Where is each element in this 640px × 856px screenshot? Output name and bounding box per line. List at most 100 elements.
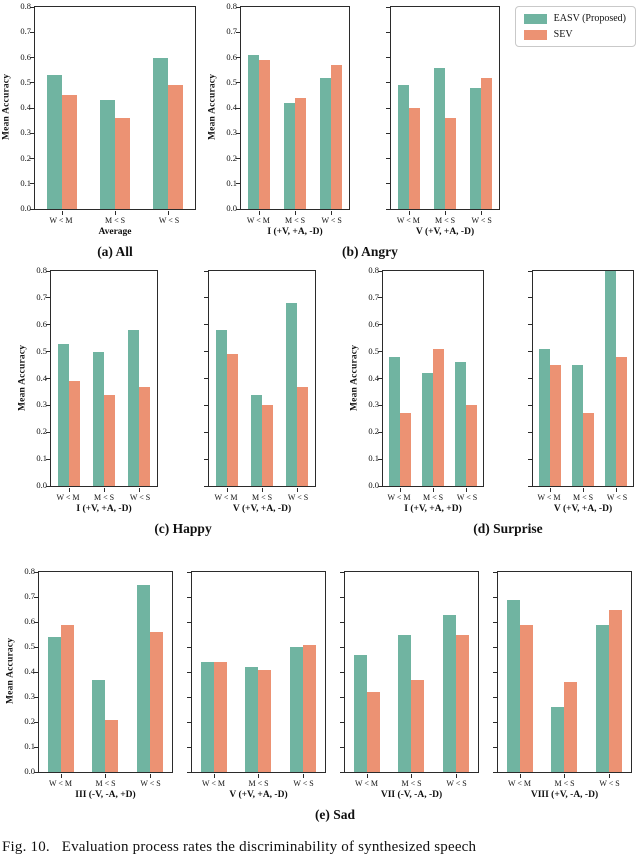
bar-easv [248, 54, 259, 209]
subplot: W < M M < S W < S VIII (+V, -A, -D) [493, 571, 632, 800]
bar-easv [136, 584, 150, 772]
y-tick-mark [46, 324, 50, 326]
x-tick-label: W < M [396, 216, 420, 225]
subplot: W < M M < S W < S V (+V, +A, -D) [386, 6, 500, 237]
y-tick-mark [378, 404, 382, 406]
x-tick-label: M < S [422, 493, 444, 502]
x-tick-label: W < M [507, 779, 532, 788]
figure-row-2: Mean Accuracy 0.0 0.1 0.2 0.3 0.4 0.5 0.6 0.7 0.8… [0, 265, 640, 537]
y-tick-label: 0.7 [226, 26, 237, 37]
y-tick-label: 0.4 [36, 372, 47, 383]
y-tick-labels: 0.0 0.1 0.2 0.3 0.4 0.5 0.6 0.7 0.8 [13, 1, 34, 213]
y-tick-mark [386, 31, 390, 33]
plot-area [30, 6, 196, 215]
y-tick-label: 0.8 [226, 1, 237, 11]
bar-sev [411, 679, 425, 772]
x-tick-label: W < S [446, 779, 467, 788]
y-tick-label: 0.2 [36, 426, 47, 437]
plot-area [340, 571, 479, 778]
y-tick-mark [187, 771, 191, 773]
y-tick-label: 0.1 [20, 177, 31, 188]
bar-easv [605, 271, 617, 486]
y-axis-label: Mean Accuracy [207, 73, 218, 141]
y-tick-mark [30, 57, 34, 58]
bar-easv [538, 348, 550, 486]
y-tick-mark [46, 351, 50, 353]
category-slot [83, 572, 127, 778]
y-tick-mark [34, 621, 38, 623]
y-tick-mark [236, 31, 240, 33]
x-tick-label: W < M [56, 493, 80, 502]
x-tick-label: W < S [129, 493, 151, 502]
y-tick-mark [528, 404, 532, 406]
y-tick-label: 0.5 [36, 345, 47, 356]
y-tick-mark [386, 82, 390, 84]
y-tick-mark [34, 646, 38, 648]
category-slot [86, 271, 121, 492]
bar-easv [398, 85, 409, 209]
x-axis-label: V (+V, +A, -D) [232, 504, 292, 514]
y-tick-mark [386, 208, 390, 210]
subplot: W < M M < S W < S V (+V, +A, -D) [528, 270, 634, 514]
y-tick-labels: 0.0 0.1 0.2 0.3 0.4 0.5 0.6 0.7 0.8 [17, 566, 38, 776]
y-tick-mark [493, 596, 497, 598]
x-tick-label: W < M [537, 493, 561, 502]
y-tick-mark [46, 431, 50, 433]
y-tick-label: 0.5 [20, 76, 31, 87]
y-tick-mark [378, 431, 382, 433]
y-tick-mark [528, 485, 532, 487]
y-tick-label: 0.2 [368, 426, 379, 437]
subfigure-caption: (c) Happy [154, 521, 212, 536]
x-axis-label: I (+V, +A, -D) [267, 227, 323, 237]
y-tick-mark [378, 351, 382, 353]
y-tick-mark [34, 696, 38, 698]
x-tick-label: W < S [293, 779, 314, 788]
y-tick-label: 0.4 [368, 372, 379, 383]
bar-easv [571, 365, 583, 486]
x-axis-label: VIII (+V, -A, -D) [530, 790, 599, 800]
category-slot [277, 7, 313, 215]
x-axis-label: Average [98, 227, 132, 237]
subfigure-caption: (a) All [97, 244, 133, 259]
bar-sev [481, 77, 492, 209]
bar-easv [250, 394, 262, 486]
subplot: W < M M < S W < S I (+V, +A, -D) [46, 270, 158, 514]
bar-sev [105, 719, 119, 772]
x-tick-label: W < S [606, 493, 628, 502]
y-tick-mark [528, 458, 532, 460]
y-tick-label: 0.0 [368, 480, 379, 490]
y-tick-mark [46, 297, 50, 299]
y-tick-mark [236, 6, 240, 8]
y-tick-label: 0.6 [24, 616, 35, 626]
y-tick-mark [236, 158, 240, 159]
category-slot [313, 7, 349, 215]
category-slot [345, 572, 389, 778]
category-slot [427, 7, 463, 215]
y-tick-label: 0.3 [36, 399, 47, 410]
y-tick-label: 0.1 [226, 177, 237, 188]
x-tick-label: W < M [214, 493, 238, 502]
figure-caption: Fig. 10. Evaluation process rates the di… [2, 839, 477, 855]
x-tick-labels: W < M M < S W < S [50, 493, 158, 502]
y-tick-mark [204, 378, 208, 379]
bar-easv [442, 614, 456, 772]
bar-easv [128, 330, 140, 486]
y-tick-label: 0.2 [20, 152, 31, 163]
y-tick-mark [204, 485, 208, 487]
chart-group-a: Mean Accuracy 0.0 0.1 0.2 0.3 0.4 0.5 0.6 0.7 0.8… [0, 1, 196, 260]
bar-sev [608, 609, 622, 772]
y-tick-mark [187, 596, 191, 598]
bar-easv [289, 647, 303, 772]
y-tick-mark [46, 458, 50, 460]
x-tick-label: M < S [401, 779, 422, 788]
y-tick-mark [34, 721, 38, 723]
y-tick-mark [34, 746, 38, 748]
y-tick-mark [30, 107, 34, 109]
y-tick-label: 0.2 [24, 716, 35, 726]
bar-sev [61, 624, 75, 772]
x-tick-label: M < S [104, 216, 126, 225]
x-axis-label: I (+V, +A, +D) [404, 504, 462, 514]
y-tick-label: 0.3 [226, 127, 237, 138]
x-tick-label: W < S [158, 216, 180, 225]
y-tick-label: 0.5 [226, 76, 237, 87]
